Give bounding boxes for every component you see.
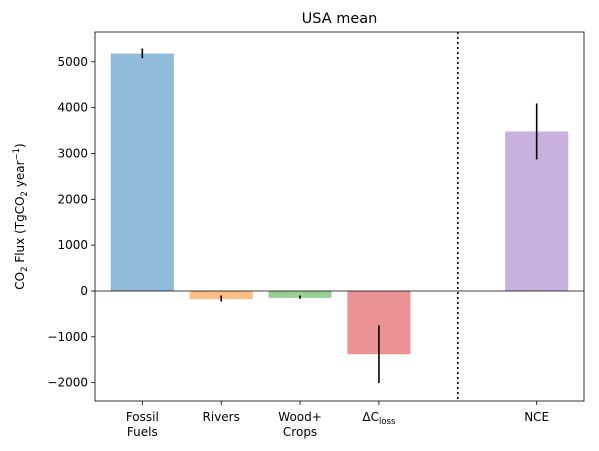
bar bbox=[189, 290, 253, 300]
x-tick-label: ΔCloss bbox=[362, 410, 396, 427]
plot-frame bbox=[94, 31, 585, 402]
y-tick-label: 1000 bbox=[57, 238, 88, 252]
x-tick-label-line: Wood+ bbox=[278, 410, 322, 424]
y-axis-label: CO2 Flux (TgCO2 year−1) bbox=[12, 143, 30, 290]
x-tick-label-line: Fuels bbox=[127, 425, 158, 439]
y-tick-label: 5000 bbox=[57, 55, 88, 69]
bar bbox=[110, 53, 174, 291]
x-tick-label-line: Crops bbox=[283, 425, 317, 439]
y-tick-label: 2000 bbox=[57, 192, 88, 206]
x-tick-label-line: NCE bbox=[524, 410, 549, 424]
x-tick-label-sub: loss bbox=[379, 417, 396, 427]
x-tick-label-line: Fossil bbox=[126, 410, 159, 424]
x-tick-label-line: Rivers bbox=[203, 410, 240, 424]
y-axis-label-sub1: 2 bbox=[20, 267, 30, 272]
y-tick-label: −1000 bbox=[47, 330, 88, 344]
y-axis-label-sub2: 2 bbox=[20, 191, 30, 196]
x-tick-label: Wood+ Crops bbox=[278, 410, 322, 439]
x-tick-label: NCE bbox=[524, 410, 549, 424]
chart-title: USA mean bbox=[302, 11, 378, 27]
y-axis-label-sup: −1 bbox=[12, 148, 22, 161]
y-axis-label-mid: Flux (TgCO bbox=[13, 196, 27, 266]
y-axis-label-close: ) bbox=[13, 143, 27, 148]
x-tick-label: Rivers bbox=[203, 410, 240, 424]
y-tick-label: 0 bbox=[80, 284, 88, 298]
y-tick-label: −2000 bbox=[47, 376, 88, 390]
y-axis-label-unit: year bbox=[13, 160, 27, 191]
x-tick-label: Fossil Fuels bbox=[126, 410, 159, 439]
plot-area: −2000 −1000 0 1000 2000 3000 4000 5000 Fossil Fue… bbox=[47, 31, 585, 439]
y-tick-label: 4000 bbox=[57, 101, 88, 115]
bar bbox=[268, 290, 332, 298]
y-tick-label: 3000 bbox=[57, 146, 88, 160]
y-axis-label-main: CO bbox=[13, 272, 27, 290]
x-tick-label-line: ΔC bbox=[362, 410, 379, 424]
